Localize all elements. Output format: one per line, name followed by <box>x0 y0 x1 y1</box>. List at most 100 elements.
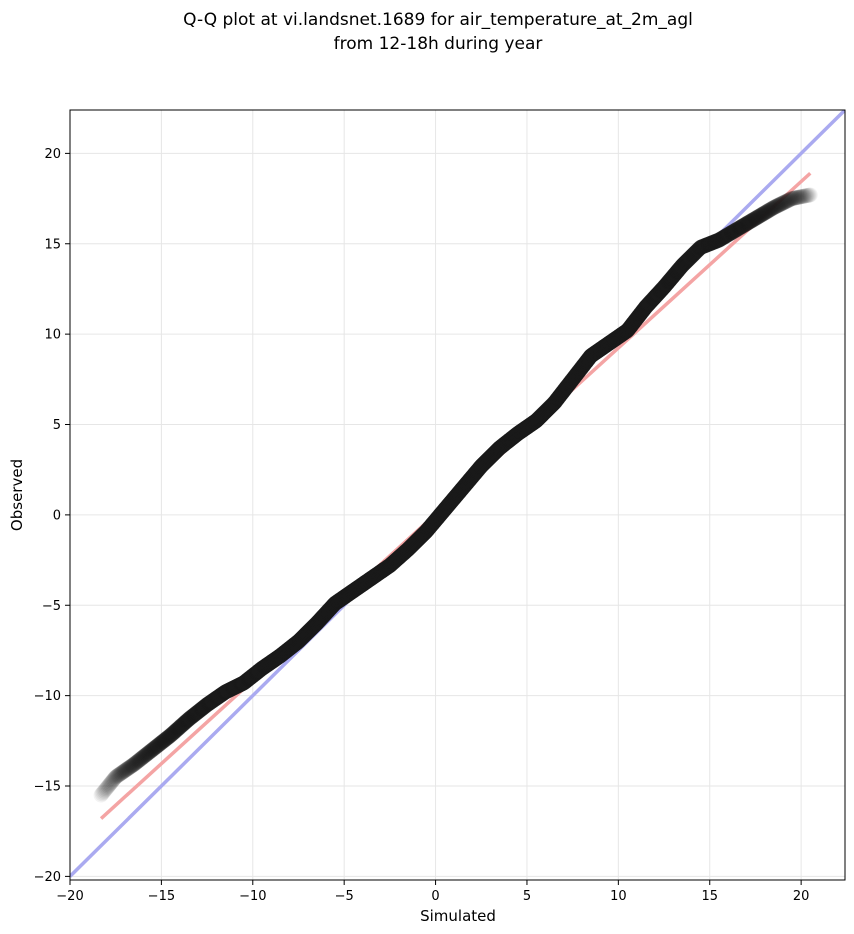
quantile-point <box>95 785 111 801</box>
quantile-point <box>732 219 748 235</box>
quantile-point <box>786 190 802 206</box>
quantile-point <box>710 232 726 248</box>
quantile-point <box>789 190 805 206</box>
quantile-point <box>106 771 122 787</box>
quantile-point <box>112 766 128 782</box>
quantile-point <box>99 780 115 796</box>
quantile-point <box>741 214 757 230</box>
quantile-point <box>153 735 169 751</box>
quantile-point <box>759 204 775 220</box>
quantile-point <box>784 191 800 207</box>
quantile-point <box>167 723 183 739</box>
x-tick-label: 20 <box>793 889 810 904</box>
quantile-point <box>757 205 773 221</box>
quantile-point <box>779 193 795 209</box>
quantile-point <box>734 218 750 234</box>
quantile-point <box>114 764 130 780</box>
quantile-point <box>124 757 140 773</box>
quantile-point <box>782 192 798 208</box>
quantile-point <box>155 733 171 749</box>
quantile-point <box>721 226 737 242</box>
quantile-point <box>768 199 784 215</box>
y-tick-label: −15 <box>34 780 61 795</box>
quantile-point <box>129 754 145 770</box>
quantile-point <box>771 197 787 213</box>
quantile-point <box>168 722 184 738</box>
quantile-point <box>122 759 138 775</box>
quantile-point <box>150 737 166 753</box>
quantile-point <box>778 194 794 210</box>
quantile-point <box>134 750 150 766</box>
quantile-point <box>123 758 139 774</box>
quantile-point <box>761 203 777 219</box>
quantile-point <box>750 209 766 225</box>
quantile-point <box>119 761 135 777</box>
quantile-point <box>120 760 136 776</box>
quantile-point <box>800 187 816 203</box>
quantile-point <box>164 726 180 742</box>
quantile-point <box>739 215 755 231</box>
x-tick-label: −5 <box>335 889 354 904</box>
quantile-point <box>722 225 738 241</box>
quantile-point <box>713 231 729 247</box>
y-tick-label: −10 <box>34 689 61 704</box>
quantile-point <box>102 776 118 792</box>
quantile-point <box>753 207 769 223</box>
quantile-point <box>767 199 783 215</box>
quantile-point <box>785 190 801 206</box>
quantile-point <box>729 221 745 237</box>
y-tick-label: 20 <box>44 147 61 162</box>
quantile-point <box>165 725 181 741</box>
quantile-point <box>726 223 742 239</box>
quantile-point <box>738 216 754 232</box>
quantile-point <box>788 190 804 206</box>
quantile-point <box>742 213 758 229</box>
quantile-point <box>802 187 818 203</box>
quantile-point <box>774 196 790 212</box>
quantile-point <box>171 720 187 736</box>
chart-title-line-1: Q-Q plot at vi.landsnet.1689 for air_tem… <box>183 10 693 30</box>
quantile-point <box>791 189 807 205</box>
quantile-point <box>93 787 109 803</box>
quantile-point <box>143 743 159 759</box>
x-axis-label: Simulated <box>420 907 496 925</box>
grid-layer <box>69 110 845 880</box>
quantile-point <box>777 194 793 210</box>
quantile-point <box>714 230 730 246</box>
quantile-point <box>98 781 114 797</box>
quantile-point <box>765 200 781 216</box>
quantile-point <box>94 786 110 802</box>
quantile-point <box>108 769 124 785</box>
quantile-point <box>736 217 752 233</box>
quantile-point <box>158 731 174 747</box>
quantile-point <box>130 753 146 769</box>
quantile-point <box>790 189 806 205</box>
x-tick-label: 15 <box>701 889 718 904</box>
quantile-point <box>754 207 770 223</box>
quantile-point <box>157 732 173 748</box>
quantile-point <box>142 744 158 760</box>
quantile-point <box>156 733 172 749</box>
quantile-point <box>138 747 154 763</box>
quantile-point <box>794 189 810 205</box>
quantile-point <box>141 745 157 761</box>
quantile-point <box>780 193 796 209</box>
quantile-point <box>748 210 764 226</box>
quantile-point <box>152 736 168 752</box>
quantile-point <box>715 230 731 246</box>
quantile-point <box>151 737 167 753</box>
quantile-point <box>162 728 178 744</box>
quantile-point <box>762 202 778 218</box>
quantile-point <box>175 716 191 732</box>
quantile-point <box>797 188 813 204</box>
quantile-point <box>135 749 151 765</box>
quantile-point <box>724 224 740 240</box>
quantile-point <box>787 190 803 206</box>
quantile-point <box>161 729 177 745</box>
quantile-point <box>773 196 789 212</box>
quantile-point <box>96 783 112 799</box>
x-tick-label: 10 <box>610 889 627 904</box>
quantile-point <box>101 777 117 793</box>
quantile-point <box>766 200 782 216</box>
